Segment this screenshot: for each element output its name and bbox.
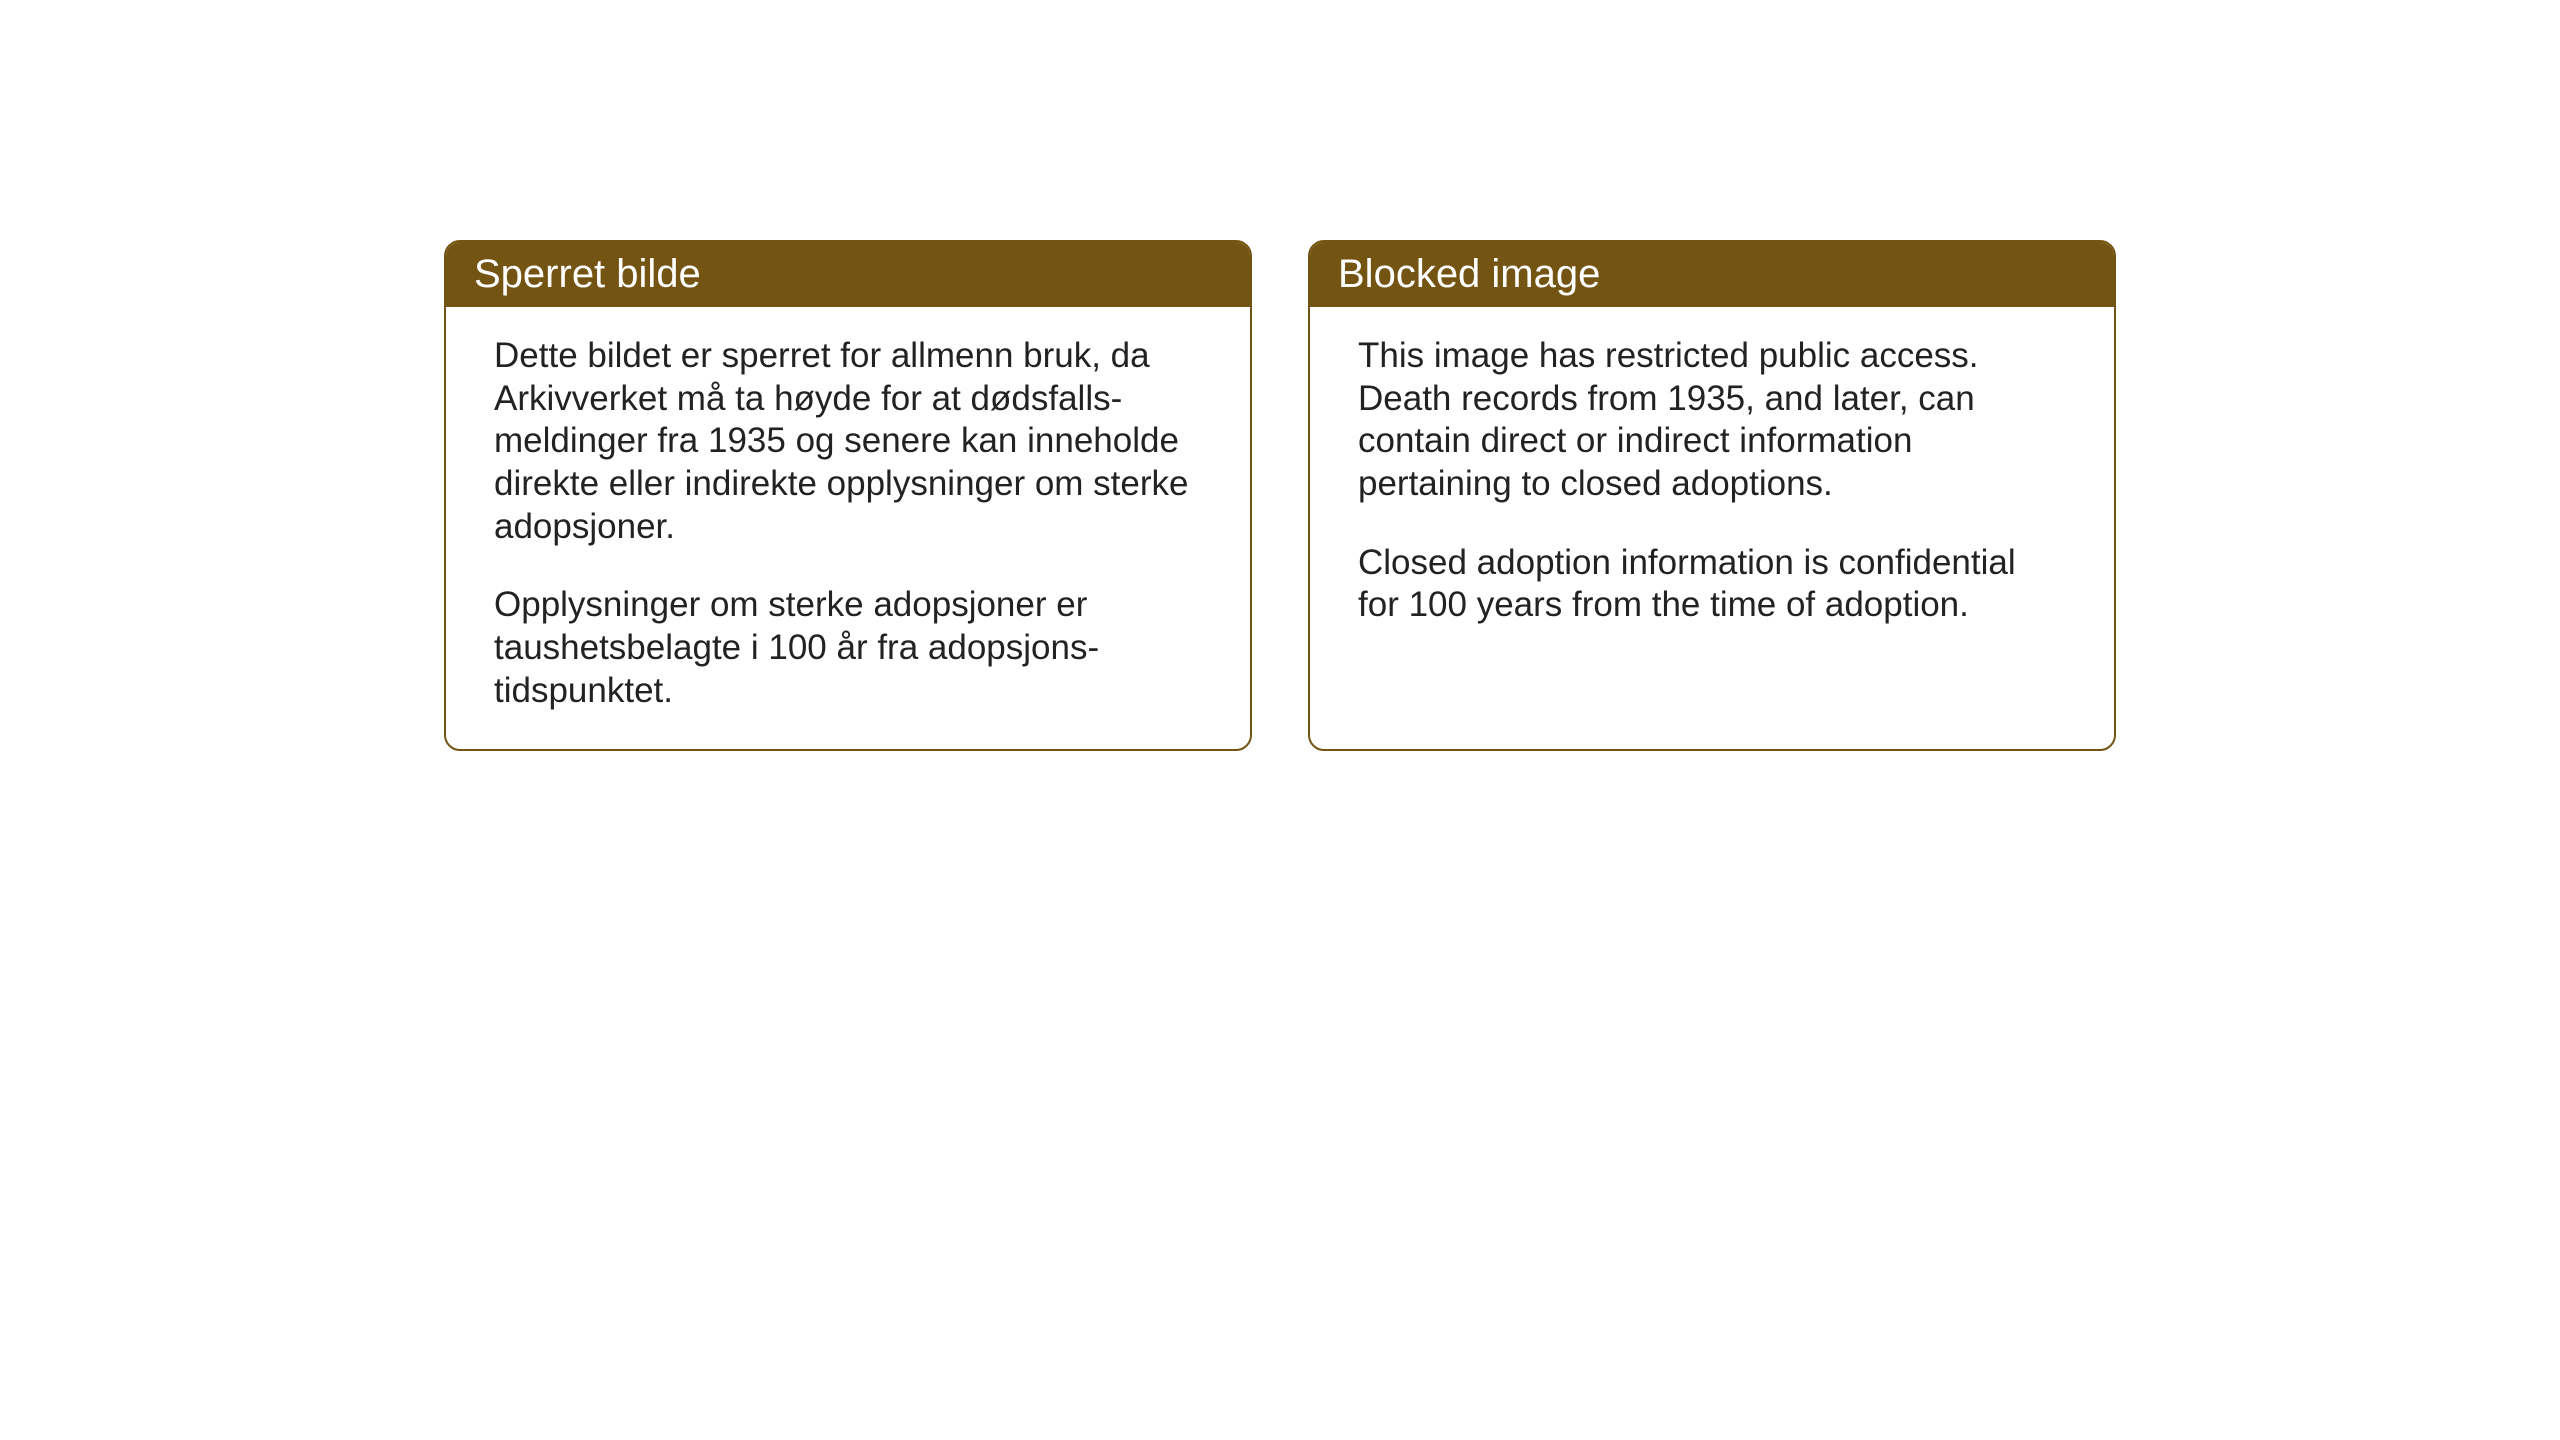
norwegian-paragraph-1: Dette bildet er sperret for allmenn bruk… bbox=[494, 335, 1202, 548]
english-card-title: Blocked image bbox=[1338, 252, 1600, 296]
norwegian-card-body: Dette bildet er sperret for allmenn bruk… bbox=[446, 307, 1250, 749]
norwegian-card-header: Sperret bilde bbox=[446, 242, 1250, 307]
english-card-header: Blocked image bbox=[1310, 242, 2114, 307]
english-paragraph-2: Closed adoption information is confident… bbox=[1358, 542, 2066, 627]
english-card-body: This image has restricted public access.… bbox=[1310, 307, 2114, 727]
english-paragraph-1: This image has restricted public access.… bbox=[1358, 335, 2066, 506]
norwegian-card-title: Sperret bilde bbox=[474, 252, 701, 296]
norwegian-paragraph-2: Opplysninger om sterke adopsjoner er tau… bbox=[494, 584, 1202, 712]
cards-container: Sperret bilde Dette bildet er sperret fo… bbox=[0, 0, 2560, 751]
english-card: Blocked image This image has restricted … bbox=[1308, 240, 2116, 751]
norwegian-card: Sperret bilde Dette bildet er sperret fo… bbox=[444, 240, 1252, 751]
